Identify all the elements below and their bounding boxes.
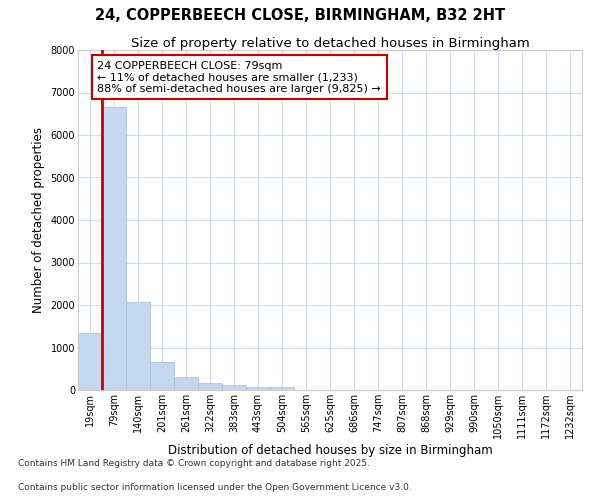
Text: Contains public sector information licensed under the Open Government Licence v3: Contains public sector information licen… — [18, 484, 412, 492]
Y-axis label: Number of detached properties: Number of detached properties — [32, 127, 45, 313]
Bar — [246, 387, 270, 390]
Text: Contains HM Land Registry data © Crown copyright and database right 2025.: Contains HM Land Registry data © Crown c… — [18, 458, 370, 468]
Bar — [150, 362, 174, 390]
Bar — [198, 384, 222, 390]
Title: Size of property relative to detached houses in Birmingham: Size of property relative to detached ho… — [131, 37, 529, 50]
Bar — [126, 302, 150, 390]
X-axis label: Distribution of detached houses by size in Birmingham: Distribution of detached houses by size … — [167, 444, 493, 457]
Bar — [78, 333, 102, 390]
Bar — [222, 386, 246, 390]
Bar — [174, 377, 198, 390]
Bar — [102, 108, 126, 390]
Bar — [270, 387, 294, 390]
Text: 24, COPPERBEECH CLOSE, BIRMINGHAM, B32 2HT: 24, COPPERBEECH CLOSE, BIRMINGHAM, B32 2… — [95, 8, 505, 22]
Text: 24 COPPERBEECH CLOSE: 79sqm
← 11% of detached houses are smaller (1,233)
88% of : 24 COPPERBEECH CLOSE: 79sqm ← 11% of det… — [97, 60, 381, 94]
